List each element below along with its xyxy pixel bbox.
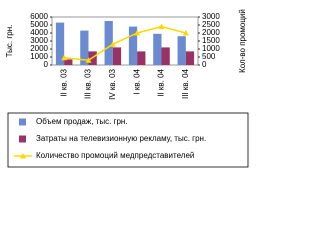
y-tick-label: 3000 xyxy=(30,36,48,45)
x-tick-label: IV кв. 03 xyxy=(108,68,117,99)
y-tick-label: 2000 xyxy=(30,44,48,53)
page: {"chart_data": {"type": "bar", "categori… xyxy=(5,9,249,168)
y2-tick-label: 1000 xyxy=(202,44,220,53)
x-tick-label: I кв. 04 xyxy=(132,68,141,94)
bar xyxy=(161,47,170,65)
y-tick-label: 4000 xyxy=(30,28,48,37)
bar xyxy=(185,51,195,65)
legend-label: Объем продаж, тыс. грн. xyxy=(36,117,128,126)
y2-tick-label: 3000 xyxy=(202,12,220,21)
legend-label: Количество промоций медпредставителей xyxy=(36,151,194,160)
bar xyxy=(55,22,65,66)
legend-swatch xyxy=(19,118,26,126)
x-tick-label: III кв. 03 xyxy=(84,68,93,99)
y-tick-label: 6000 xyxy=(30,12,48,21)
legend-marker xyxy=(20,153,26,159)
line xyxy=(64,25,187,61)
y-axis-title: Тыс. грн. xyxy=(5,25,14,58)
marker xyxy=(182,30,189,36)
y-tick-label: 5000 xyxy=(30,20,48,29)
y2-tick-label: 0 xyxy=(202,60,207,69)
plot-area xyxy=(51,16,199,66)
y2-tick-label: 1500 xyxy=(202,36,220,45)
y2-axis-title: Кол-во промоций xyxy=(238,9,247,73)
chart: Тыс. грн. Кол-во промоций 01000200030004… xyxy=(5,9,249,168)
bar xyxy=(137,51,146,65)
bar xyxy=(80,30,89,66)
y-tick-label: 0 xyxy=(44,60,49,69)
x-tick-label: II кв. 04 xyxy=(157,68,166,96)
bar xyxy=(153,33,162,65)
y2-tick-label: 2500 xyxy=(202,20,220,29)
legend-box xyxy=(7,112,249,168)
legend-label: Затраты на телевизионную рекламу, тыс. г… xyxy=(36,134,206,143)
legend-swatch xyxy=(19,135,26,143)
x-tick-label: III кв. 04 xyxy=(181,68,190,99)
marker xyxy=(158,23,165,30)
bar xyxy=(128,26,138,66)
y2-tick-label: 2000 xyxy=(202,28,220,37)
x-tick-label: II кв. 03 xyxy=(59,68,68,96)
marker xyxy=(134,30,141,36)
marker xyxy=(61,54,68,61)
bar xyxy=(177,36,186,65)
y2-tick-label: 500 xyxy=(202,52,216,61)
bar xyxy=(112,47,122,65)
marker xyxy=(85,57,92,63)
marker xyxy=(109,41,116,47)
bar xyxy=(64,59,73,65)
y-tick-label: 1000 xyxy=(30,52,48,61)
bar xyxy=(104,21,113,65)
